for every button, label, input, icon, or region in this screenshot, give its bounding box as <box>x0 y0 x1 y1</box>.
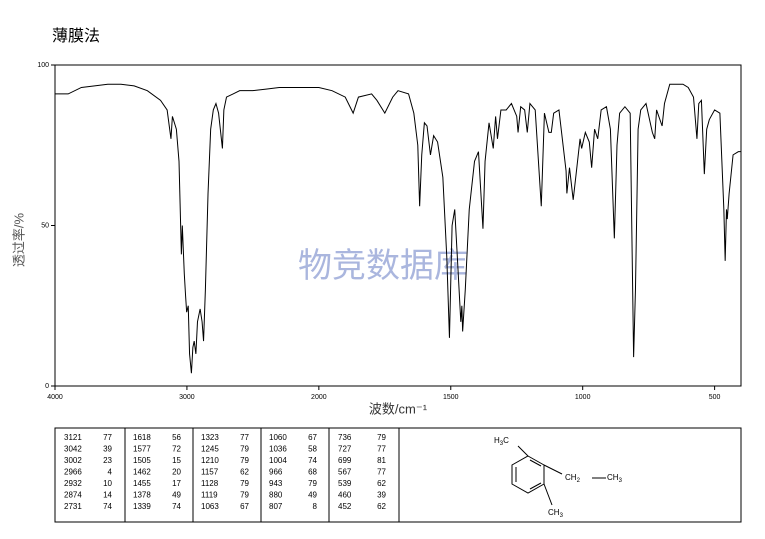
peak-wavenumber: 1462 <box>133 468 151 477</box>
peak-transmittance: 56 <box>172 433 181 442</box>
y-tick-label: 0 <box>45 383 49 390</box>
x-tick-label: 3000 <box>179 394 195 401</box>
plot-frame <box>54 64 742 387</box>
peak-wavenumber: 1378 <box>133 491 151 500</box>
peak-transmittance: 39 <box>103 445 112 454</box>
peak-wavenumber: 1036 <box>269 445 287 454</box>
atom-label: CH3 <box>548 508 564 518</box>
peak-wavenumber: 1618 <box>133 433 151 442</box>
peak-transmittance: 74 <box>172 502 181 511</box>
peak-transmittance: 39 <box>377 491 386 500</box>
x-tick-label: 500 <box>709 394 721 401</box>
peak-transmittance: 74 <box>308 456 317 465</box>
peak-wavenumber: 943 <box>269 479 283 488</box>
peak-wavenumber: 1004 <box>269 456 287 465</box>
peak-transmittance: 79 <box>240 491 249 500</box>
x-tick-label: 1500 <box>443 394 459 401</box>
peak-transmittance: 49 <box>308 491 317 500</box>
spectrum-line <box>55 83 741 374</box>
peak-wavenumber: 3121 <box>64 433 82 442</box>
peak-transmittance: 79 <box>240 456 249 465</box>
peak-wavenumber: 1505 <box>133 456 151 465</box>
table-dividers <box>124 428 400 522</box>
peak-wavenumber: 2731 <box>64 502 82 511</box>
peak-wavenumber: 699 <box>338 456 352 465</box>
peak-transmittance: 23 <box>103 456 112 465</box>
peak-wavenumber: 3042 <box>64 445 82 454</box>
peak-wavenumber: 1119 <box>201 491 218 500</box>
peak-table-frame <box>54 427 742 523</box>
atom-label: CH2 <box>565 473 581 483</box>
peak-transmittance: 62 <box>377 479 386 488</box>
x-axis-label: 波数/cm⁻¹ <box>369 401 428 416</box>
peak-transmittance: 67 <box>240 502 249 511</box>
x-tick-label: 2000 <box>311 394 327 401</box>
peak-transmittance: 77 <box>240 433 249 442</box>
peak-wavenumber: 452 <box>338 502 352 511</box>
peak-wavenumber: 966 <box>269 468 283 477</box>
atom-label: H3C <box>494 436 509 446</box>
x-tick-label: 1000 <box>575 394 591 401</box>
chart-title: 薄膜法 <box>52 27 100 45</box>
peak-transmittance: 77 <box>377 468 386 477</box>
peak-transmittance: 10 <box>103 479 112 488</box>
peak-wavenumber: 1455 <box>133 479 151 488</box>
peak-transmittance: 4 <box>108 468 113 477</box>
peak-wavenumber: 1245 <box>201 445 219 454</box>
peak-transmittance: 8 <box>313 502 318 511</box>
peak-wavenumber: 2966 <box>64 468 82 477</box>
peak-transmittance: 20 <box>172 468 181 477</box>
peak-wavenumber: 1323 <box>201 433 219 442</box>
peak-wavenumber: 1339 <box>133 502 151 511</box>
peak-wavenumber: 1210 <box>201 456 219 465</box>
peak-transmittance: 62 <box>377 502 386 511</box>
peak-transmittance: 58 <box>308 445 317 454</box>
peak-wavenumber: 2932 <box>64 479 82 488</box>
peak-wavenumber: 2874 <box>64 491 82 500</box>
peak-transmittance: 81 <box>377 456 386 465</box>
x-tick-label: 4000 <box>47 394 63 401</box>
peak-transmittance: 68 <box>308 468 317 477</box>
peak-transmittance: 14 <box>103 491 112 500</box>
peak-transmittance: 49 <box>172 491 181 500</box>
y-tick-label: 50 <box>41 222 49 229</box>
peak-transmittance: 62 <box>240 468 249 477</box>
peak-transmittance: 79 <box>240 479 249 488</box>
peak-transmittance: 79 <box>308 479 317 488</box>
y-axis-label: 透过率/% <box>11 212 26 267</box>
peak-wavenumber: 727 <box>338 445 352 454</box>
peak-wavenumber: 807 <box>269 502 283 511</box>
peak-wavenumber: 3002 <box>64 456 82 465</box>
peak-wavenumber: 736 <box>338 433 352 442</box>
peak-transmittance: 74 <box>103 502 112 511</box>
watermark: 物竞数据库 <box>298 247 468 285</box>
peak-transmittance: 17 <box>172 479 181 488</box>
peak-transmittance: 79 <box>377 433 386 442</box>
peak-transmittance: 67 <box>308 433 317 442</box>
peak-transmittance: 72 <box>172 445 181 454</box>
peak-wavenumber: 539 <box>338 479 352 488</box>
peak-wavenumber: 1060 <box>269 433 287 442</box>
peak-wavenumber: 460 <box>338 491 352 500</box>
peak-wavenumber: 1128 <box>201 479 219 488</box>
peak-wavenumber: 880 <box>269 491 283 500</box>
peak-transmittance: 15 <box>172 456 181 465</box>
peak-transmittance: 77 <box>103 433 112 442</box>
peak-wavenumber: 1577 <box>133 445 151 454</box>
peak-wavenumber: 567 <box>338 468 352 477</box>
y-tick-label: 100 <box>37 62 49 69</box>
peak-transmittance: 77 <box>377 445 386 454</box>
benzene-ring <box>511 445 606 506</box>
atom-label: CH3 <box>607 473 623 483</box>
peak-transmittance: 79 <box>240 445 249 454</box>
peak-wavenumber: 1063 <box>201 502 219 511</box>
peak-wavenumber: 1157 <box>201 468 219 477</box>
